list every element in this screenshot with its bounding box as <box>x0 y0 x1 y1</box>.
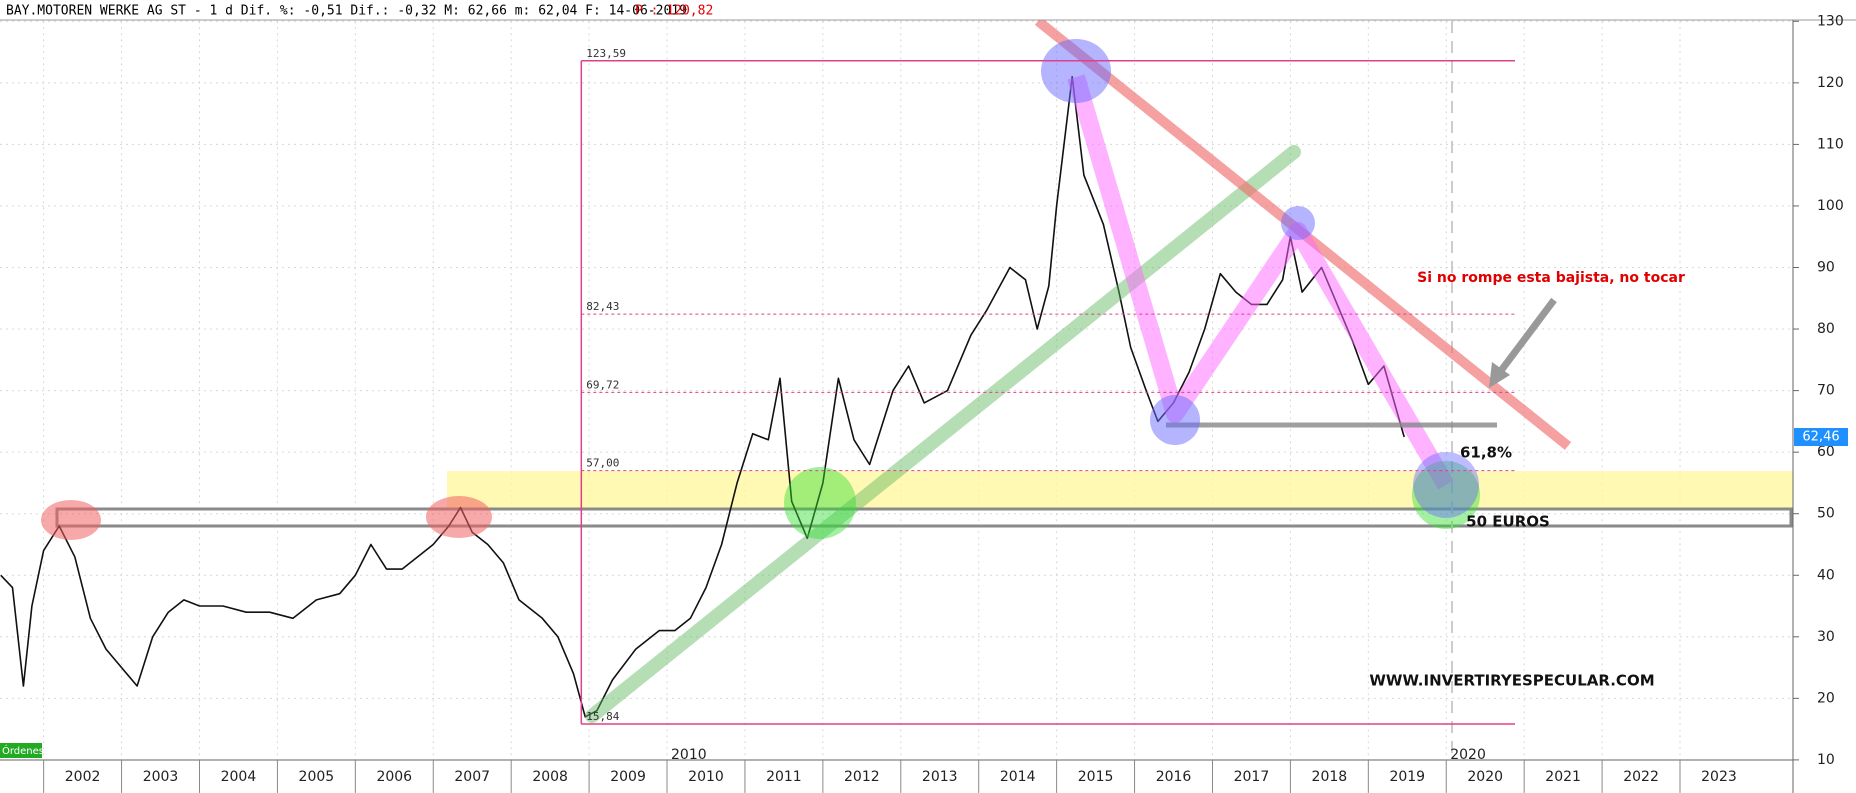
fib-label: 57,00 <box>586 457 619 470</box>
y-tick-label: 110 <box>1817 136 1844 152</box>
x-tick-label: 2012 <box>844 769 880 785</box>
green-circle <box>784 467 856 539</box>
annotation-text: Si no rompe esta bajista, no tocar <box>1417 270 1685 286</box>
x-tick-label: 2009 <box>610 769 646 785</box>
x-tick-label: 2013 <box>922 769 958 785</box>
x-tick-label: 2011 <box>766 769 802 785</box>
x-tick-label: 2015 <box>1078 769 1114 785</box>
x-tick-label: 2018 <box>1312 769 1348 785</box>
fib-label: 69,72 <box>586 378 619 391</box>
decade-label: 2010 <box>671 747 707 763</box>
fib-label: 123,59 <box>586 47 626 60</box>
pointer-arrow-head <box>1489 362 1510 388</box>
blue-circle <box>1041 39 1111 103</box>
y-tick-label: 130 <box>1817 13 1844 29</box>
support-band <box>447 471 1793 509</box>
decade-label: 2020 <box>1450 747 1486 763</box>
fib-layer: 123,59 82,43 69,72 57,00 15,84 <box>580 47 1515 725</box>
annotation-text: 50 EUROS <box>1466 513 1550 531</box>
pointer-arrow <box>1497 297 1557 375</box>
axes: 10 20 30 40 50 60 70 80 90 100 110 120 130 2002 2003 20… <box>43 13 1848 793</box>
x-tick-label: 2021 <box>1545 769 1581 785</box>
fib-label: 82,43 <box>586 300 619 313</box>
y-tick-label: 50 <box>1817 506 1835 522</box>
orders-tab-label[interactable]: Órdenes <box>2 744 44 757</box>
watermark: WWW.INVERTIRYESPECULAR.COM <box>1369 672 1654 690</box>
y-tick-label: 100 <box>1817 198 1844 214</box>
fib-label: 15,84 <box>586 710 619 723</box>
red-circle <box>426 496 492 538</box>
x-tick-label: 2003 <box>143 769 179 785</box>
y-tick-label: 30 <box>1817 629 1835 645</box>
chart-title-price: P : 120,82 <box>635 4 713 19</box>
y-tick-label: 60 <box>1817 444 1835 460</box>
blue-circle <box>1281 206 1315 240</box>
wave-arrows <box>1067 74 1454 490</box>
x-tick-label: 2004 <box>221 769 257 785</box>
y-tick-label: 40 <box>1817 567 1835 583</box>
x-tick-label: 2008 <box>532 769 568 785</box>
y-tick-label: 120 <box>1817 75 1844 91</box>
x-tick-label: 2019 <box>1389 769 1425 785</box>
blue-circle <box>1150 395 1200 445</box>
x-tick-label: 2020 <box>1467 769 1503 785</box>
x-tick-label: 2016 <box>1156 769 1192 785</box>
x-tick-label: 2014 <box>1000 769 1036 785</box>
x-tick-label: 2017 <box>1234 769 1270 785</box>
uptrend-line <box>585 145 1301 723</box>
x-tick-label: 2005 <box>299 769 335 785</box>
x-tick-label: 2006 <box>376 769 412 785</box>
x-tick-label: 2010 <box>688 769 724 785</box>
x-tick-label: 2007 <box>454 769 490 785</box>
green-circle <box>1412 461 1480 529</box>
x-tick-label: 2022 <box>1623 769 1659 785</box>
annotation-text: 61,8% <box>1460 444 1512 462</box>
chart-title: BAY.MOTOREN WERKE AG ST - 1 d Dif. %: -0… <box>6 4 687 19</box>
y-tick-label: 20 <box>1817 690 1835 706</box>
red-circle <box>41 500 101 540</box>
y-tick-label: 80 <box>1817 321 1835 337</box>
header-bar <box>0 0 1856 20</box>
x-tick-label: 2002 <box>65 769 101 785</box>
x-tick-label: 2023 <box>1701 769 1737 785</box>
orders-tab[interactable] <box>0 743 42 758</box>
y-tick-label: 10 <box>1817 752 1835 768</box>
last-price-label: 62,46 <box>1802 430 1839 445</box>
y-tick-label: 70 <box>1817 383 1835 399</box>
y-tick-label: 90 <box>1817 260 1835 276</box>
last-price-tag <box>1794 428 1848 447</box>
blue-circle <box>1413 452 1479 518</box>
